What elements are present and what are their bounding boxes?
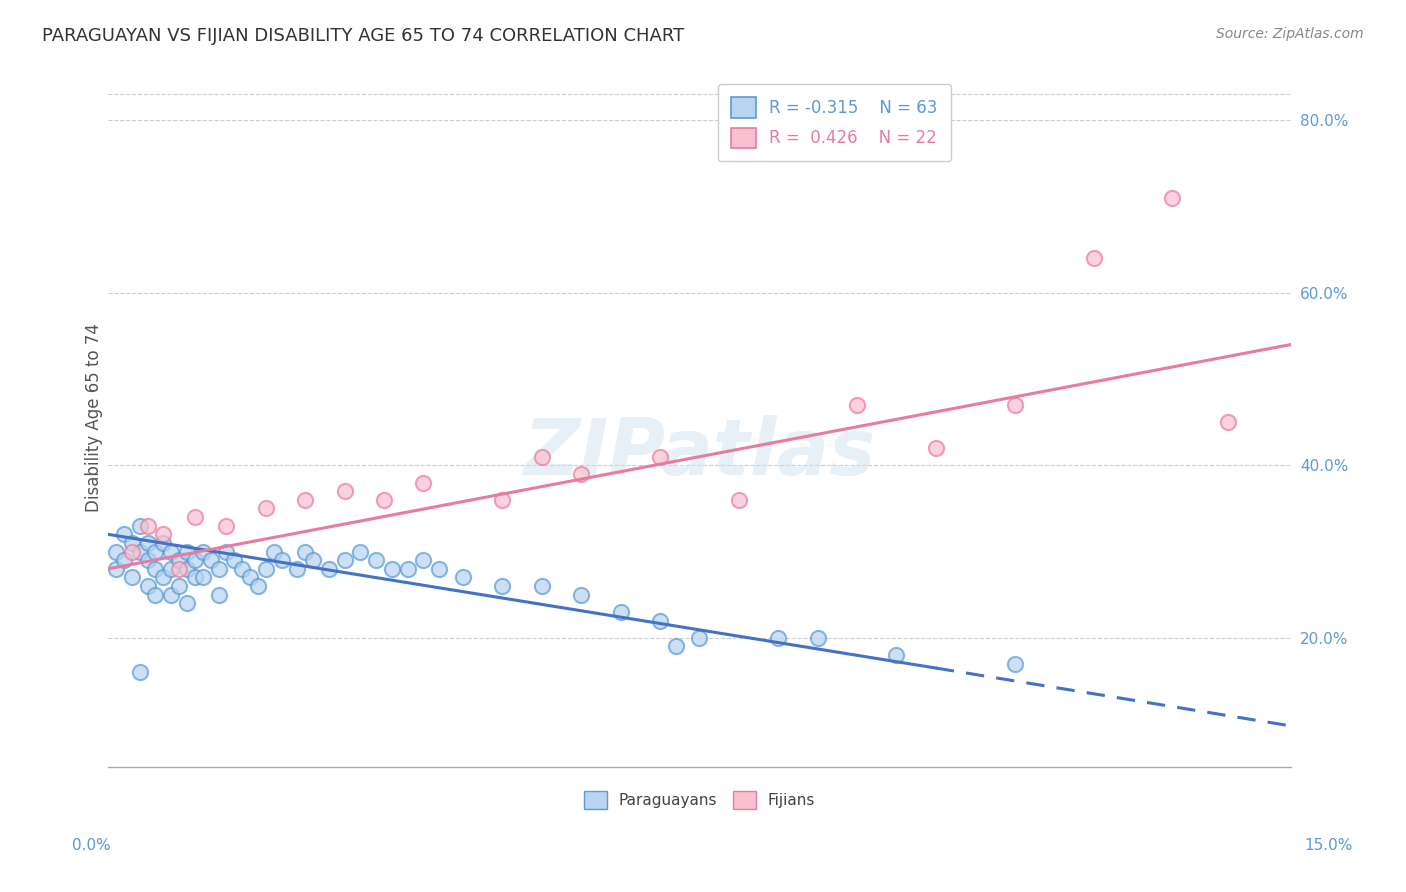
Point [105,562,128,576]
Point [648,450,671,464]
Point [530,450,553,464]
Point [1004,398,1026,412]
Point [160,544,183,558]
Point [105,544,128,558]
Point [191,544,214,558]
Point [176,562,198,576]
Point [427,562,450,576]
Point [688,631,710,645]
Point [412,553,434,567]
Point [224,553,246,567]
Point [176,544,198,558]
Point [1161,191,1184,205]
Point [373,492,395,507]
Point [207,588,229,602]
Point [145,588,167,602]
Point [239,570,262,584]
Point [121,570,143,584]
Point [145,562,167,576]
Point [128,518,150,533]
Point [886,648,908,662]
Point [136,518,159,533]
Point [451,570,474,584]
Point [246,579,269,593]
Point [491,579,513,593]
Point [412,475,434,490]
Point [215,518,238,533]
Point [270,553,292,567]
Point [1216,415,1239,429]
Point [121,544,143,558]
Point [254,501,277,516]
Point [167,553,190,567]
Text: ZIPatlas: ZIPatlas [523,415,876,491]
Point [152,536,174,550]
Point [112,553,135,567]
Point [648,614,671,628]
Point [294,492,316,507]
Point [160,562,183,576]
Point [128,544,150,558]
Text: 15.0%: 15.0% [1305,838,1353,853]
Text: PARAGUAYAN VS FIJIAN DISABILITY AGE 65 TO 74 CORRELATION CHART: PARAGUAYAN VS FIJIAN DISABILITY AGE 65 T… [42,27,685,45]
Point [167,579,190,593]
Point [231,562,253,576]
Point [136,579,159,593]
Point [727,492,749,507]
Point [184,553,207,567]
Point [665,640,688,654]
Text: Source: ZipAtlas.com: Source: ZipAtlas.com [1216,27,1364,41]
Point [925,441,948,455]
Legend: Paraguayans, Fijians: Paraguayans, Fijians [578,785,821,815]
Point [609,605,631,619]
Point [333,553,356,567]
Point [207,562,229,576]
Point [1004,657,1026,671]
Point [263,544,285,558]
Point [121,536,143,550]
Point [136,553,159,567]
Point [152,527,174,541]
Point [176,596,198,610]
Point [184,570,207,584]
Point [381,562,404,576]
Point [569,588,592,602]
Point [396,562,419,576]
Text: 0.0%: 0.0% [72,838,111,853]
Point [333,484,356,499]
Point [152,570,174,584]
Point [1083,252,1105,266]
Point [254,562,277,576]
Point [294,544,316,558]
Point [349,544,371,558]
Point [112,527,135,541]
Point [569,467,592,481]
Point [530,579,553,593]
Point [366,553,388,567]
Point [160,588,183,602]
Point [807,631,830,645]
Point [136,536,159,550]
Point [215,544,238,558]
Point [766,631,789,645]
Point [167,562,190,576]
Point [191,570,214,584]
Point [128,665,150,680]
Y-axis label: Disability Age 65 to 74: Disability Age 65 to 74 [86,324,103,512]
Point [200,553,222,567]
Point [846,398,869,412]
Point [491,492,513,507]
Point [287,562,309,576]
Point [145,544,167,558]
Point [318,562,340,576]
Point [184,510,207,524]
Point [302,553,325,567]
